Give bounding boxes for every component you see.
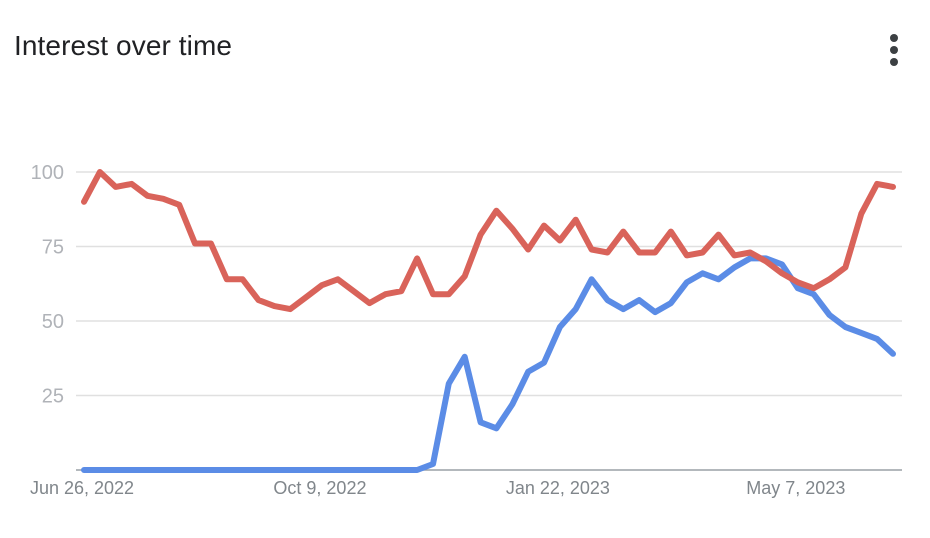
- x-tick-label: May 7, 2023: [746, 478, 845, 498]
- series-line-1: [81, 255, 896, 473]
- chart-title: Interest over time: [14, 30, 233, 61]
- x-tick-label: Oct 9, 2022: [273, 478, 366, 498]
- y-tick-label: 25: [42, 386, 64, 408]
- menu-dot: [890, 46, 898, 54]
- y-tick-label: 100: [31, 162, 64, 184]
- menu-dot: [890, 58, 898, 66]
- x-tick-label: Jan 22, 2023: [506, 478, 610, 498]
- menu-dot: [890, 34, 898, 42]
- y-tick-label: 50: [42, 311, 64, 333]
- y-tick-label: 75: [42, 237, 64, 259]
- x-tick-label: Jun 26, 2022: [30, 478, 134, 498]
- series-line-2: [81, 169, 896, 313]
- more-vert-icon[interactable]: [878, 30, 910, 70]
